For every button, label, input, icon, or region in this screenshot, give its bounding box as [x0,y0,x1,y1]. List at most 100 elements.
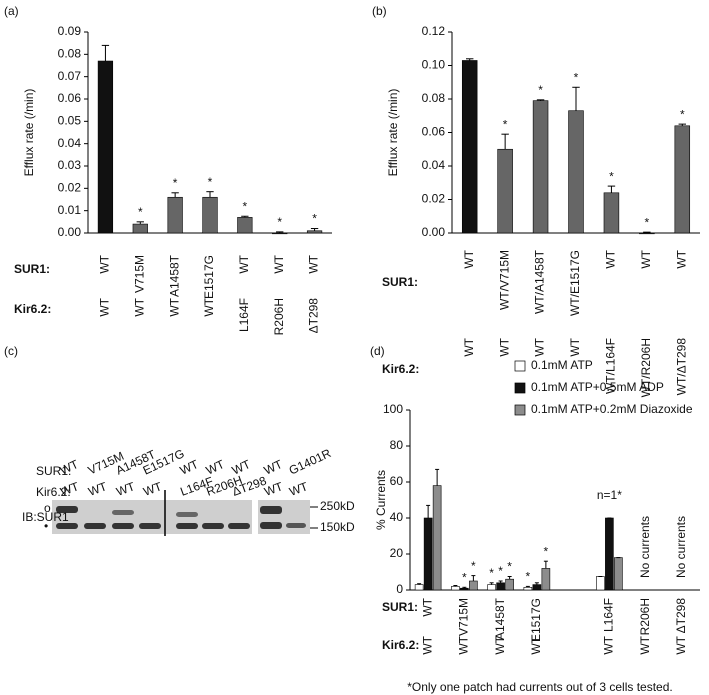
significance-mark: * [243,199,248,213]
bar [496,582,505,591]
band [112,523,134,529]
category-note: No currents [674,516,688,578]
bar [202,196,218,234]
category-label: WT/ΔT298 [674,338,688,396]
row-label: SUR1: [382,275,418,289]
significance-mark: * [609,169,614,183]
legend-label: 0.1mM ATP+0.2mM Diazoxide [531,402,693,416]
band [139,523,161,529]
category-label: WT [604,249,618,268]
bar [469,580,478,591]
bar [568,110,584,234]
bar [532,584,542,591]
panel-label: (c) [4,344,18,358]
legend-label: 0.1mM ATP [531,358,593,372]
significance-mark: * [645,215,650,229]
band [202,523,224,529]
category-label: E1517G [529,598,543,642]
category-label: WT/E1517G [568,250,582,316]
category-label: WT [307,254,321,273]
category-label: WT [272,254,286,273]
category-label: V715M [132,255,146,293]
category-label: WT/L164F [604,338,618,394]
category-label: ΔT298 [307,298,321,334]
bar [605,517,614,591]
y-tick-label: 0.00 [422,225,446,239]
blot-image [52,490,318,536]
category-label: WT [98,297,112,316]
lane-label: WT [114,479,137,499]
y-tick-label: 0.02 [422,192,446,206]
footnote: *Only one patch had currents out of 3 ce… [407,680,673,694]
band [112,510,134,515]
category-label: WT [462,337,476,356]
significance-mark: * [208,175,213,189]
lane-label: WT [262,457,285,478]
marker-label: 250kD [320,499,355,513]
panel-label: (a) [4,4,19,18]
bar [603,192,620,234]
category-label: WT [420,635,434,654]
y-tick-label: 0.12 [422,24,446,38]
bar [487,584,496,591]
band [176,512,198,517]
y-tick-label: 0.06 [58,91,82,105]
bar [497,148,513,234]
significance-mark: * [680,107,685,121]
bar [532,100,549,234]
y-tick-label: 0.07 [58,69,82,83]
category-label: L164F [237,298,251,332]
category-label: WT [639,249,653,268]
category-label: WT [493,635,507,654]
bar [432,485,442,591]
bar [523,586,533,591]
bar [423,517,433,591]
lane-label: G1401R [287,446,334,478]
panel-label: (d) [370,344,385,358]
band [56,506,78,513]
band [286,523,306,528]
row-label: Kir6.2: [382,362,419,376]
y-tick-label: 0.09 [58,24,82,38]
legend-label: 0.1mM ATP+0.5mM ADP [531,380,664,394]
y-tick-label: 40 [390,510,404,524]
y-tick-label: 100 [383,402,403,416]
bar [596,576,605,591]
significance-mark: * [538,83,543,97]
y-tick-label: 0.02 [58,181,82,195]
significance-mark: * [312,212,317,226]
y-tick-label: 0.03 [58,158,82,172]
band [176,523,198,529]
band [84,523,106,529]
category-label: WT [529,635,543,654]
significance-mark: * [544,544,549,558]
category-label: ΔT298 [674,598,688,634]
category-label: WT [237,254,251,273]
category-label: WT [674,249,688,268]
significance-mark: * [498,564,503,578]
y-tick-label: 0.10 [422,58,446,72]
bar [272,232,288,235]
category-label: A1458T [493,597,507,640]
y-tick-label: 0.08 [422,91,446,105]
bar [167,196,183,234]
y-tick-label: 20 [390,546,404,560]
marker-label: 150kD [320,520,355,534]
category-label: WT [167,297,181,316]
band-symbol: o [44,501,51,515]
category-label: WT/V715M [497,250,511,310]
significance-mark: * [526,570,531,584]
significance-mark: * [462,570,467,584]
significance-mark: * [138,205,143,219]
category-label: WT [602,635,616,654]
lane-label: WT [141,479,164,499]
row-label: Kir6.2: [382,638,419,652]
category-label: A1458T [167,254,181,297]
y-tick-label: 0.06 [422,125,446,139]
legend-swatch [514,360,526,372]
bar [237,217,253,234]
category-label: L164F [602,598,616,632]
category-label: R206H [272,298,286,335]
category-label: WT [132,297,146,316]
significance-mark: * [489,566,494,580]
